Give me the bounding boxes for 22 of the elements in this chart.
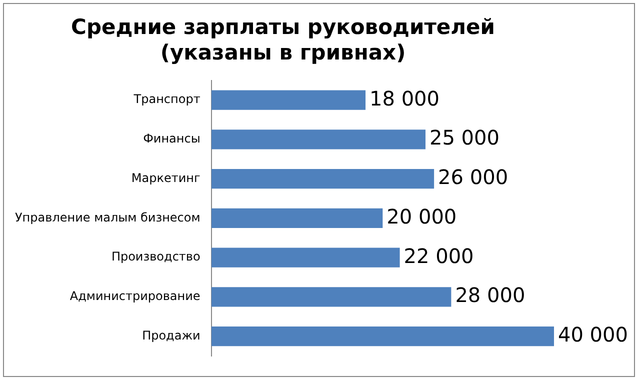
data-label: 22 000 — [404, 244, 474, 268]
data-label: 20 000 — [386, 204, 457, 228]
chart-title: Средние зарплаты руководителей (указаны в гривнах) — [71, 15, 495, 64]
bar — [211, 287, 452, 307]
y-tick-label: Продажи — [142, 328, 200, 342]
bar — [211, 90, 366, 110]
y-tick-label: Транспорт — [132, 92, 200, 106]
bar — [211, 248, 400, 268]
data-label: 25 000 — [429, 126, 500, 150]
data-label: 18 000 — [370, 86, 440, 110]
y-tick-label: Маркетинг — [131, 170, 200, 185]
data-label: 40 000 — [558, 322, 628, 347]
data-label: 28 000 — [455, 283, 526, 308]
bar — [211, 208, 383, 228]
bar — [211, 130, 426, 150]
y-tick-label: Производство — [111, 250, 200, 264]
y-tick-label: Финансы — [143, 132, 200, 146]
data-label: 26 000 — [438, 165, 508, 190]
bar — [211, 326, 554, 346]
bar — [211, 168, 434, 189]
y-tick-label: Администрирование — [70, 289, 200, 304]
y-tick-label: Управление малым бизнесом — [14, 210, 200, 224]
